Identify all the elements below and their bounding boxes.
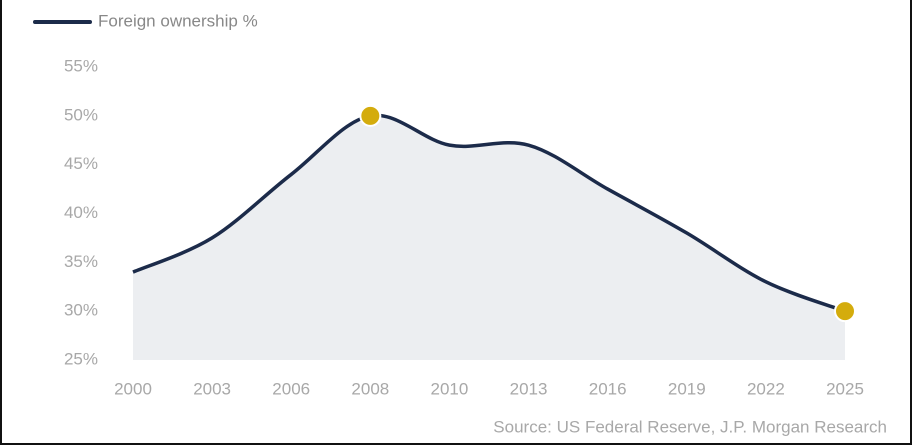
x-tick-label: 2008	[351, 379, 389, 398]
area	[133, 115, 845, 360]
line	[132, 113, 846, 313]
legend-label: Foreign ownership %	[98, 11, 258, 30]
x-tick-label: 2010	[431, 379, 469, 398]
y-tick-label: 40%	[64, 203, 98, 222]
x-tick-label: 2022	[747, 379, 785, 398]
x-tick-label: 2016	[589, 379, 627, 398]
y-tick-label: 50%	[64, 105, 98, 124]
highlight-marker	[834, 300, 856, 323]
x-tick-label: 2006	[272, 379, 310, 398]
x-tick-label: 2025	[826, 379, 864, 398]
y-tick-label: 45%	[64, 154, 98, 173]
x-tick-label: 2003	[193, 379, 231, 398]
x-tick-label: 2000	[114, 379, 152, 398]
highlight-marker	[359, 104, 382, 127]
x-tick-label: 2019	[668, 379, 706, 398]
y-tick-label: 35%	[64, 252, 98, 271]
y-tick-label: 55%	[64, 56, 98, 75]
source: Source: US Federal Reserve, J.P. Morgan …	[493, 417, 887, 436]
y-tick-label: 25%	[64, 349, 98, 368]
y-tick-label: 30%	[64, 301, 98, 320]
x-tick-label: 2013	[510, 379, 548, 398]
